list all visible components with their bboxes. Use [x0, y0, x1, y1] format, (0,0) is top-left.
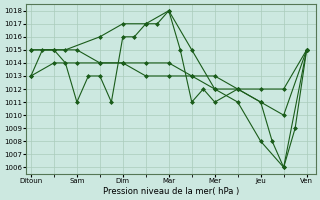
X-axis label: Pression niveau de la mer( hPa ): Pression niveau de la mer( hPa ) [103, 187, 239, 196]
